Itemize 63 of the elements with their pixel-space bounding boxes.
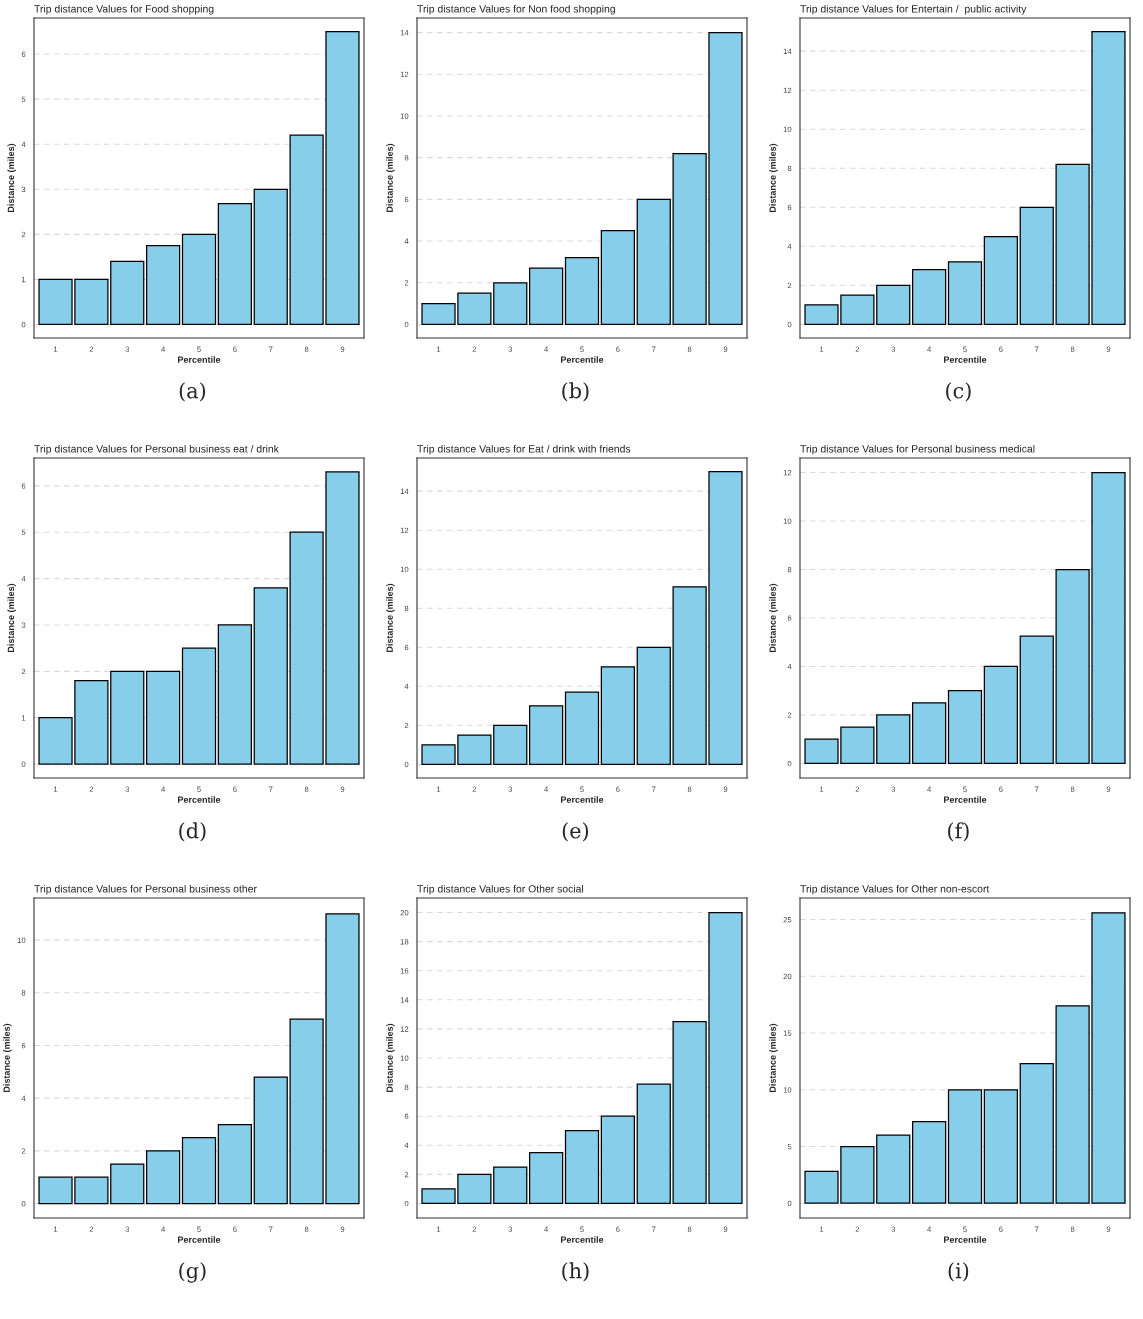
y-axis-title: Distance (miles) xyxy=(3,1023,12,1093)
bar xyxy=(912,702,947,765)
x-axis-title: Percentile xyxy=(561,356,604,363)
y-axis-title: Distance (miles) xyxy=(386,143,395,213)
y-axis-title: Distance (miles) xyxy=(7,143,16,213)
chart-title: Trip distance Values for Personal business medical xyxy=(800,444,1035,455)
chart-title: Trip distance Values for Personal business other xyxy=(34,884,257,895)
bar xyxy=(564,1130,600,1205)
bar xyxy=(146,244,181,326)
text: (a) xyxy=(179,382,206,402)
y-axis-title: Distance (miles) xyxy=(769,1023,778,1093)
chart-title: Trip distance Values for Other social xyxy=(417,884,584,895)
chart-title: Trip distance Values for Food shopping xyxy=(34,4,214,15)
y-axis-title: Distance (miles) xyxy=(769,583,778,653)
bar xyxy=(947,261,983,325)
bar xyxy=(217,624,252,765)
bar xyxy=(217,1123,252,1205)
x-axis-title: Percentile xyxy=(944,796,987,803)
bar xyxy=(181,1137,217,1205)
bar xyxy=(600,230,635,326)
bar xyxy=(600,1115,635,1205)
bar xyxy=(947,1089,983,1204)
bar xyxy=(529,1151,564,1205)
text: (f) xyxy=(948,822,969,842)
x-axis-title: Percentile xyxy=(561,796,604,803)
y-axis-title: Distance (miles) xyxy=(7,583,16,653)
y-axis-title: Distance (miles) xyxy=(386,583,395,653)
x-axis-title: Percentile xyxy=(178,356,221,363)
bar xyxy=(912,269,947,325)
x-axis-title: Percentile xyxy=(178,1236,221,1243)
bar xyxy=(529,705,564,765)
bar xyxy=(983,235,1018,325)
bar xyxy=(217,203,252,326)
text: (i) xyxy=(948,1262,969,1282)
y-axis-title: Distance (miles) xyxy=(386,1023,395,1093)
x-axis-title: Percentile xyxy=(944,1236,987,1243)
chart-title: Trip distance Values for Other non-escort xyxy=(800,884,990,895)
text: (g) xyxy=(179,1262,206,1283)
chart-title: Trip distance Values for Non food shopping xyxy=(417,4,615,15)
text: (h) xyxy=(562,1262,589,1282)
bar xyxy=(146,1150,181,1205)
x-axis-title: Percentile xyxy=(178,796,221,803)
chart-title: Trip distance Values for Personal business eat / drink xyxy=(34,444,279,455)
bar xyxy=(529,267,564,326)
text: (b) xyxy=(562,382,589,402)
x-axis-title: Percentile xyxy=(561,1236,604,1243)
bar xyxy=(181,647,217,765)
chart-title: Trip distance Values for Eat / drink with friends xyxy=(417,444,631,455)
chart-title: Trip distance Values for Entertain / public activity xyxy=(800,4,1027,15)
bar xyxy=(564,257,600,326)
bar xyxy=(600,666,635,765)
text: (c) xyxy=(946,382,971,402)
bar xyxy=(181,233,217,326)
bar xyxy=(564,691,600,765)
bar xyxy=(983,1089,1018,1204)
bar xyxy=(146,670,181,765)
bar xyxy=(947,690,983,765)
x-axis-title: Percentile xyxy=(944,356,987,363)
y-axis-title: Distance (miles) xyxy=(769,143,778,213)
bar xyxy=(983,665,1018,765)
text: (e) xyxy=(562,822,589,842)
text: (d) xyxy=(179,822,206,842)
bar xyxy=(912,1120,947,1204)
